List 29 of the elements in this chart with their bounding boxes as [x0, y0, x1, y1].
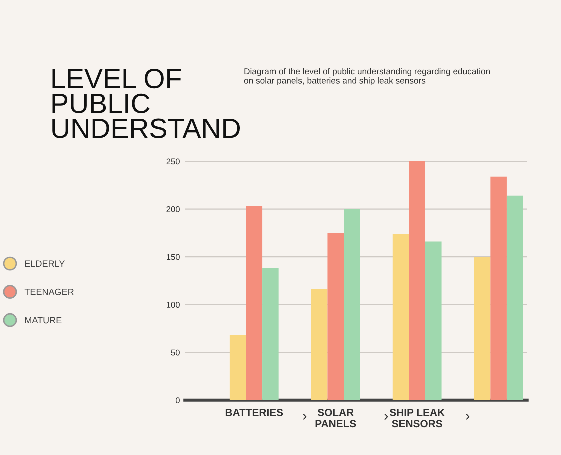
bar: [425, 242, 442, 400]
y-tick-label: 150: [167, 254, 180, 260]
bar: [328, 233, 344, 400]
bar: [230, 335, 246, 400]
bar: [311, 290, 328, 400]
bar: [246, 206, 263, 400]
text: ›: [303, 414, 307, 420]
chart-title: LEVEL OF PUBLIC UNDERSTAND: [52, 68, 240, 138]
x-tick-label: BATTERIES: [226, 409, 284, 416]
bar: [262, 268, 279, 400]
y-tick-label: 250: [166, 158, 180, 165]
x-tick-label: SHIP LEAK SENSORS: [390, 409, 445, 428]
bar: [506, 196, 524, 400]
legend-label: ELDERLY: [25, 260, 65, 267]
legend-label: MATURE: [25, 317, 62, 324]
y-tick-label: 0: [176, 398, 180, 404]
y-tick-label: 50: [171, 350, 180, 356]
bar: [490, 176, 507, 400]
x-tick-label: SOLAR PANELS: [316, 409, 356, 428]
bar: [392, 234, 410, 400]
bar: [409, 162, 426, 400]
y-tick-label: 200: [166, 206, 180, 212]
bar: [474, 257, 491, 400]
text: ›: [384, 414, 388, 420]
y-tick-label: 100: [167, 302, 180, 308]
legend-label: TEENAGER: [24, 288, 74, 296]
text: ›: [466, 414, 470, 420]
chart-subtitle: Diagram of the level of public understanding regarding education on solar panels, batteries and ship leak sensors: [244, 68, 490, 86]
bar: [344, 209, 360, 400]
